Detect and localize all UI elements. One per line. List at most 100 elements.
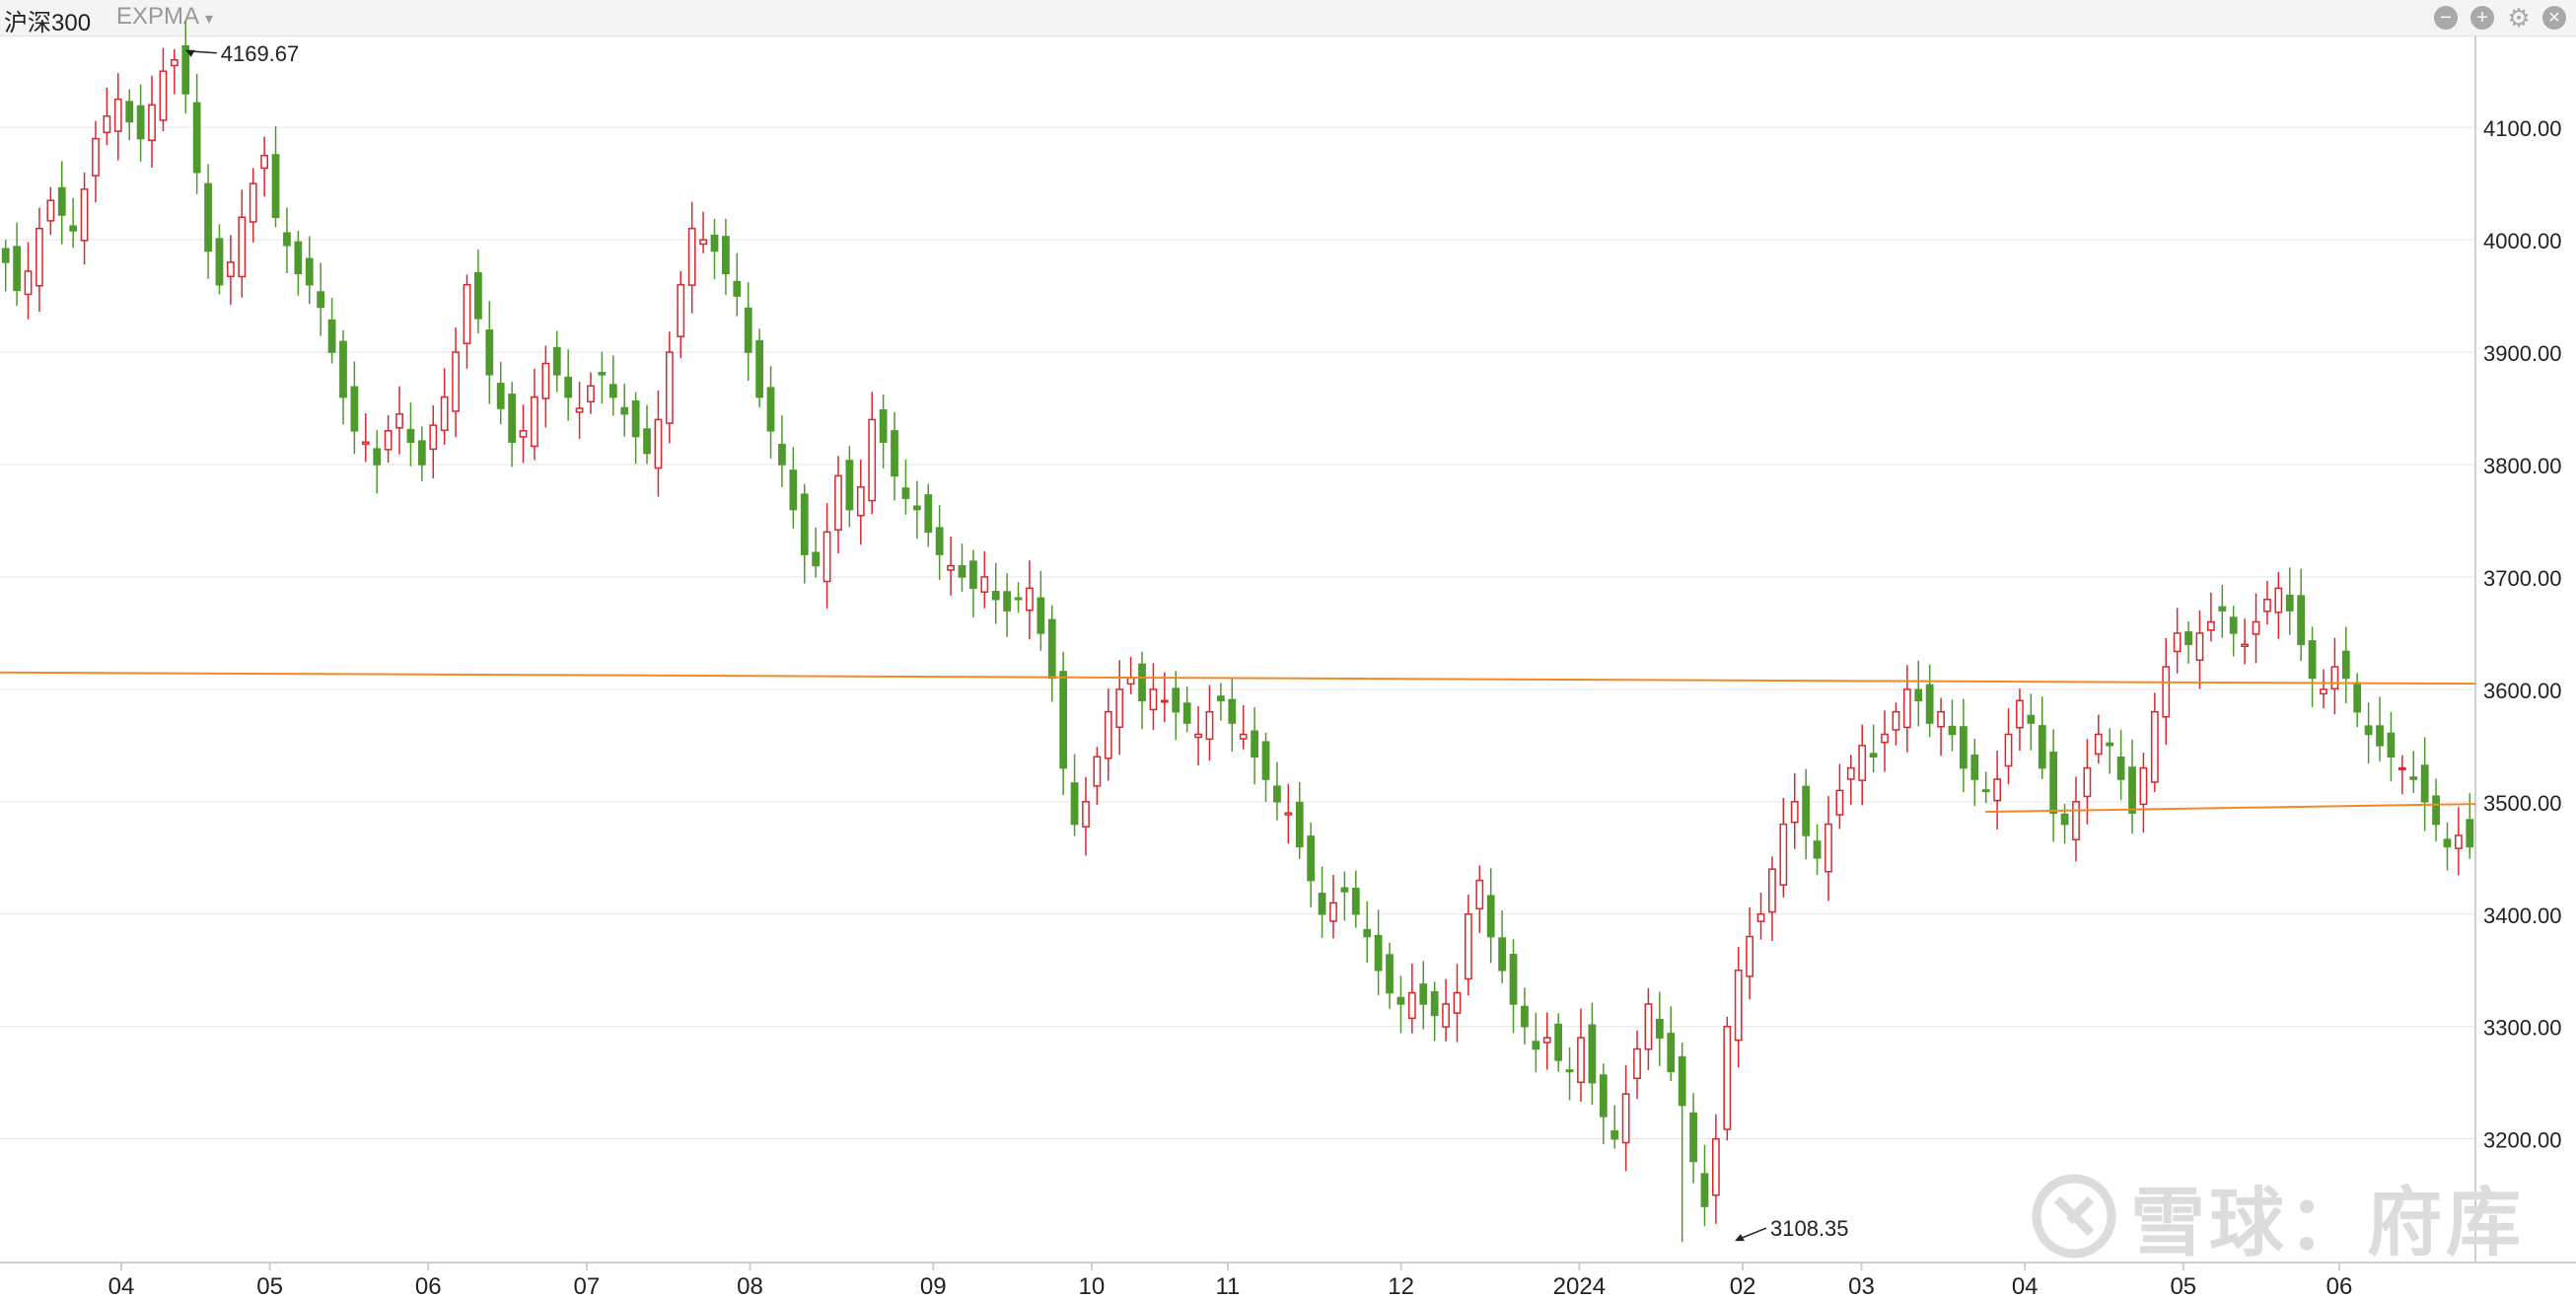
- candle-body: [665, 351, 674, 424]
- candle-body: [2241, 643, 2250, 648]
- candle-body: [1138, 663, 1146, 702]
- candle-body: [823, 531, 831, 583]
- candle-body: [204, 182, 212, 253]
- trend-line: [0, 671, 2476, 686]
- candle-body: [1486, 895, 1495, 938]
- candle-body: [452, 351, 460, 412]
- candle-body: [1082, 801, 1090, 828]
- candle-body: [2387, 732, 2396, 758]
- zoom-out-icon[interactable]: −: [2434, 6, 2458, 30]
- candle-body: [699, 239, 707, 246]
- candle-body: [744, 307, 752, 353]
- candle-body: [1284, 812, 1293, 816]
- candle-body: [125, 101, 134, 123]
- candle-body: [113, 98, 122, 132]
- candle-body: [2016, 699, 2024, 729]
- candle-body: [631, 399, 640, 438]
- candle-body: [1182, 702, 1191, 724]
- candle-body: [2116, 757, 2125, 780]
- candle-body: [1396, 996, 1405, 1005]
- candle-body: [2184, 631, 2192, 646]
- candle-body: [1498, 937, 1507, 972]
- candle-body: [1059, 671, 1068, 769]
- candle-body: [2162, 666, 2171, 718]
- annotation-label: 3108.35: [1770, 1216, 1849, 1241]
- candle-body: [958, 565, 966, 578]
- candle-body: [519, 430, 528, 438]
- candle-body: [463, 283, 471, 344]
- annotation-label: 4169.67: [221, 41, 300, 66]
- candle-body: [1723, 1025, 1732, 1130]
- candle-body: [1037, 597, 1045, 634]
- candle-body: [1542, 1037, 1551, 1044]
- candle-body: [1689, 1112, 1697, 1163]
- candle-body: [1407, 991, 1416, 1020]
- candle-body: [587, 385, 595, 403]
- candle-body: [2094, 733, 2103, 756]
- candle-body: [1115, 688, 1124, 728]
- candle-body: [968, 560, 977, 590]
- candle-body: [417, 440, 426, 466]
- candle-body: [677, 283, 685, 337]
- candle-body: [508, 394, 517, 443]
- candle-body: [2150, 710, 2159, 783]
- candle-body: [2083, 766, 2092, 798]
- candle-body: [1026, 587, 1034, 612]
- candle-body: [1386, 954, 1394, 994]
- candle-body: [1892, 710, 1900, 731]
- close-icon[interactable]: ×: [2542, 6, 2566, 30]
- zoom-in-icon[interactable]: +: [2470, 6, 2494, 30]
- candle-body: [1194, 733, 1202, 739]
- y-tick-label: 3500.00: [2483, 791, 2562, 816]
- candle-body: [2060, 813, 2069, 826]
- candle-body: [2263, 598, 2271, 613]
- y-tick-label: 3600.00: [2483, 679, 2562, 703]
- candle-body: [485, 329, 494, 376]
- candle-body: [1172, 687, 1181, 713]
- candle-body: [1239, 733, 1248, 740]
- candle-body: [103, 115, 111, 133]
- candle-body: [1711, 1137, 1720, 1196]
- x-tick-label: 09: [920, 1273, 947, 1300]
- candle-body: [1813, 840, 1822, 859]
- candle-body: [1621, 1093, 1630, 1144]
- candle-body: [57, 186, 66, 216]
- candle-body: [1869, 753, 1878, 758]
- x-tick-label: 07: [574, 1273, 601, 1300]
- candle-body: [1565, 1069, 1574, 1073]
- candle-body: [1790, 801, 1799, 824]
- candle-body: [1948, 725, 1957, 736]
- candle-body: [473, 271, 482, 320]
- x-tick-label: 03: [1848, 1273, 1875, 1300]
- candle-body: [935, 527, 944, 555]
- y-tick-label: 4100.00: [2483, 116, 2562, 141]
- candle-body: [429, 424, 438, 451]
- candle-body: [1093, 756, 1102, 787]
- gear-icon[interactable]: ⚙: [2507, 3, 2531, 33]
- watermark: 雪球：府库: [2030, 1172, 2525, 1265]
- candle-body: [1216, 695, 1225, 702]
- candle-body: [2432, 795, 2440, 826]
- candle-body: [1937, 710, 1945, 728]
- candle-body: [2341, 650, 2350, 680]
- candle-body: [1667, 1033, 1676, 1073]
- candle-body: [36, 227, 43, 287]
- candle-body: [598, 372, 607, 376]
- candle-body: [350, 386, 359, 432]
- x-tick-label: 12: [1388, 1273, 1414, 1300]
- candle-body: [564, 376, 573, 398]
- candle-body: [2218, 606, 2227, 612]
- candle-body: [1453, 991, 1462, 1014]
- candle-body: [2139, 766, 2148, 806]
- candle-body: [2330, 666, 2339, 689]
- candle-body: [834, 474, 842, 531]
- candle-body: [1374, 934, 1383, 972]
- candle-body: [947, 564, 955, 571]
- candle-body: [901, 487, 910, 499]
- chevron-down-icon: ▾: [205, 11, 214, 28]
- candle-body: [687, 227, 696, 286]
- candle-body: [1205, 710, 1214, 741]
- candle-body: [643, 428, 651, 455]
- x-tick-label: 06: [415, 1273, 442, 1300]
- candle-body: [2420, 764, 2429, 803]
